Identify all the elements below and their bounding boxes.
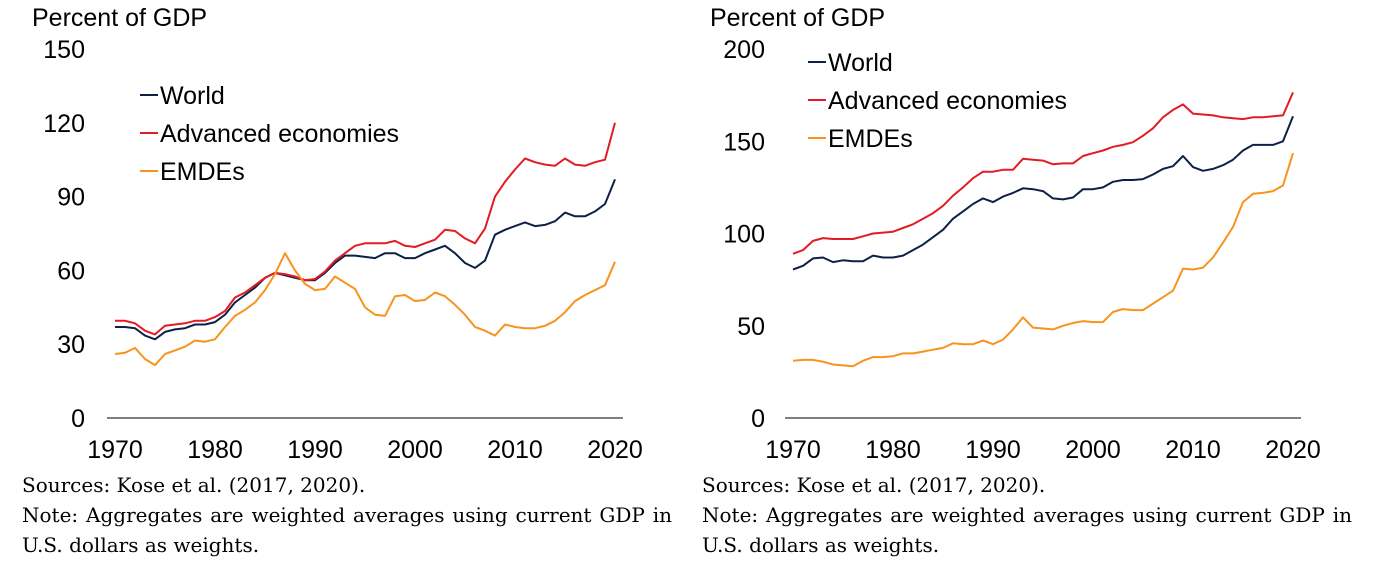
- legend-label: World: [828, 49, 893, 77]
- x-tick-label: 2020: [1265, 436, 1321, 464]
- series-line-world: [792, 115, 1294, 271]
- x-tick-label: 2010: [1165, 436, 1221, 464]
- series-line-emdes: [114, 252, 616, 367]
- note-text: Note: Aggregates are weighted averages u…: [22, 503, 672, 557]
- chart-notes: Sources: Kose et al. (2017, 2020). Note:…: [22, 470, 672, 560]
- chart-notes: Sources: Kose et al. (2017, 2020). Note:…: [702, 470, 1352, 560]
- legend-label: Advanced economies: [828, 87, 1067, 115]
- y-unit-label: Percent of GDP: [710, 4, 886, 32]
- legend-label: EMDEs: [828, 125, 913, 153]
- legend-label: EMDEs: [160, 158, 245, 186]
- y-tick-label: 90: [57, 184, 85, 212]
- chart-panel-left: Percent of GDP 0 30 60 90 120 150 1970 1980 1990…: [22, 4, 672, 560]
- sources-text: Sources: Kose et al. (2017, 2020).: [702, 473, 1046, 497]
- x-tick-label: 2010: [487, 436, 543, 464]
- y-tick-label: 200: [723, 36, 765, 64]
- x-tick-label: 2020: [587, 436, 643, 464]
- sources-text: Sources: Kose et al. (2017, 2020).: [22, 473, 366, 497]
- y-tick-label: 120: [43, 110, 85, 138]
- note-text: Note: Aggregates are weighted averages u…: [702, 503, 1352, 557]
- x-tick-label: 2000: [1065, 436, 1121, 464]
- chart-left: 0 30 60 90 120 150 1970 1980 1990 2000 2010 2020 Wor…: [43, 36, 643, 464]
- chart-panel-right: Percent of GDP 0 50 100 150 200 1970 1980 1990 2…: [690, 0, 1380, 564]
- y-unit-label: Percent of GDP: [32, 4, 208, 32]
- x-tick-label: 1970: [87, 436, 143, 464]
- series-line-world: [115, 179, 616, 341]
- y-tick-label: 150: [43, 36, 85, 64]
- y-tick-label: 50: [737, 313, 765, 341]
- series-line-advanced-economies: [115, 122, 616, 336]
- legend-label: Advanced economies: [160, 120, 399, 148]
- chart-right: 0 50 100 150 200 1970 1980 1990 2000 2010 2020 Worl…: [723, 36, 1321, 464]
- x-tick-label: 1990: [287, 436, 343, 464]
- y-tick-label: 30: [57, 331, 85, 359]
- x-tick-label: 1990: [965, 436, 1021, 464]
- y-tick-label: 100: [723, 221, 765, 249]
- series-line-emdes: [792, 152, 1294, 368]
- x-tick-label: 1980: [865, 436, 921, 464]
- y-tick-label: 0: [71, 405, 85, 433]
- x-tick-label: 2000: [387, 436, 443, 464]
- x-tick-label: 1970: [765, 436, 821, 464]
- y-tick-label: 60: [57, 257, 85, 285]
- y-tick-label: 0: [751, 405, 765, 433]
- y-tick-label: 150: [723, 128, 765, 156]
- x-tick-label: 1980: [187, 436, 243, 464]
- series-line-advanced-economies: [792, 92, 1294, 255]
- legend-label: World: [160, 82, 225, 110]
